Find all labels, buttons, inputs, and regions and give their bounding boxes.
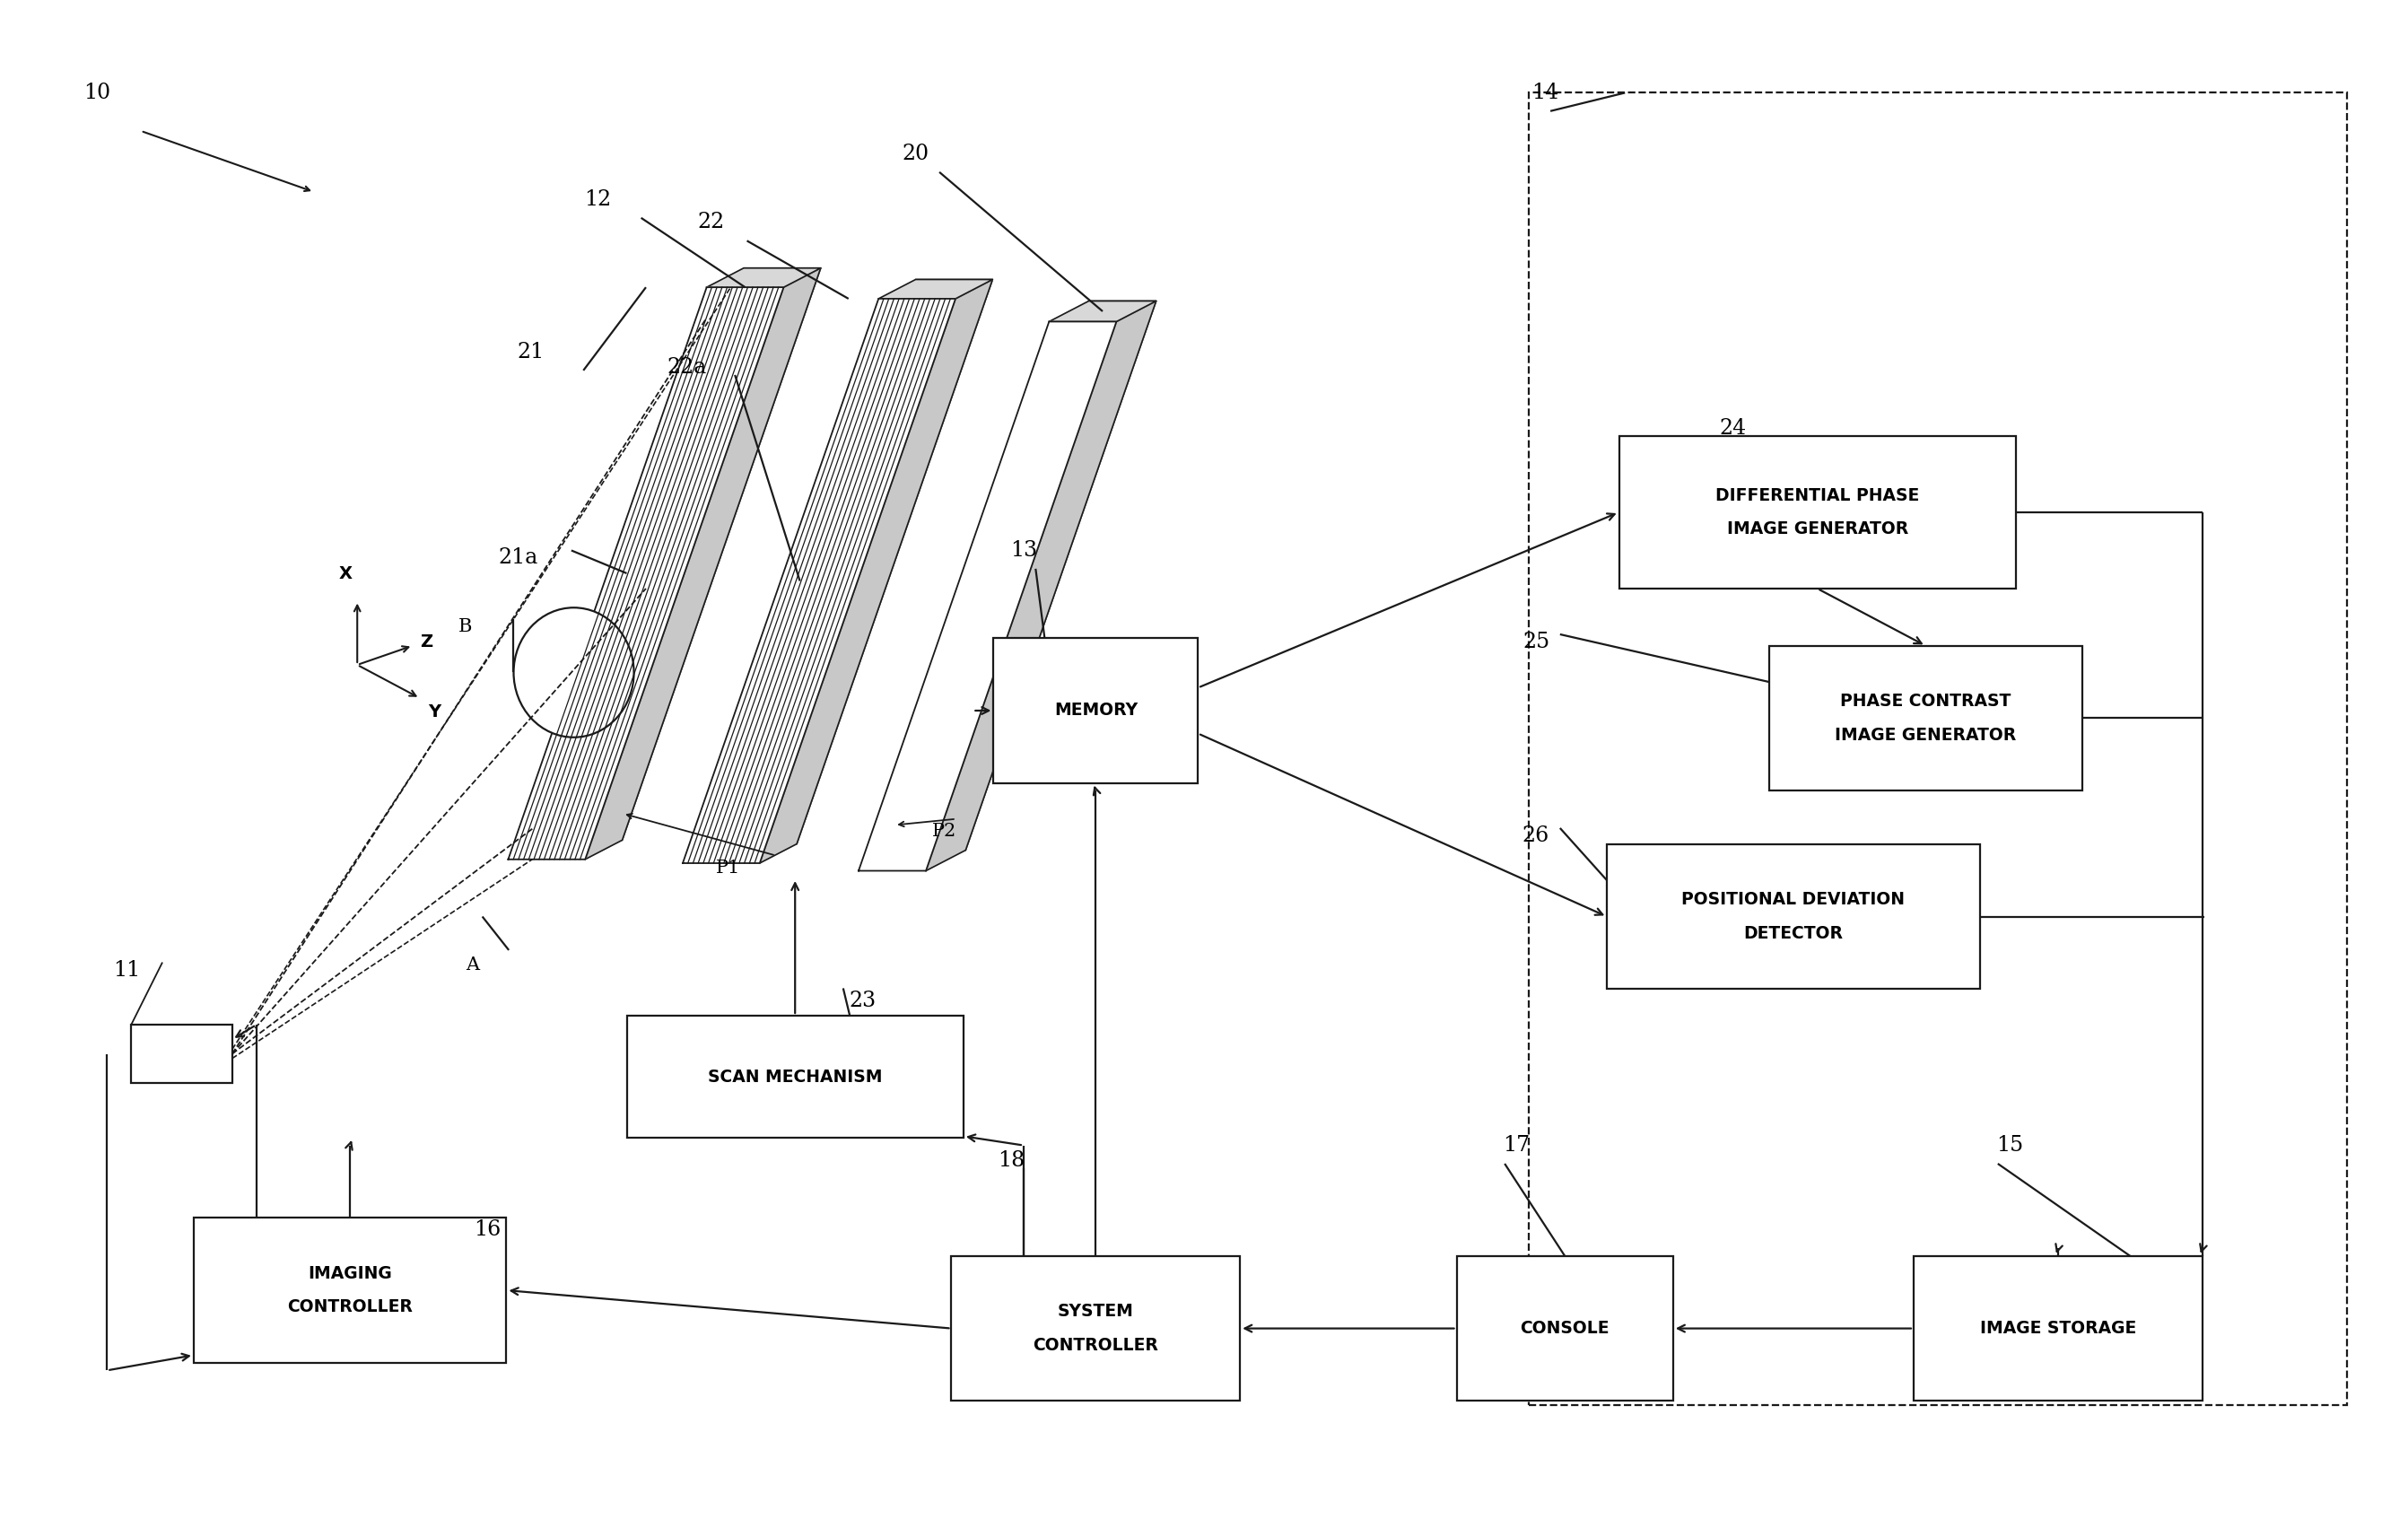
Text: X: X — [340, 565, 352, 582]
Polygon shape — [684, 298, 956, 863]
Polygon shape — [860, 321, 1117, 871]
Text: DIFFERENTIAL PHASE: DIFFERENTIAL PHASE — [1714, 487, 1919, 504]
Bar — [1529, 93, 2348, 1404]
Text: 20: 20 — [903, 144, 929, 163]
Text: IMAGE GENERATOR: IMAGE GENERATOR — [1727, 521, 1907, 538]
Bar — [1770, 646, 2083, 790]
Text: 22a: 22a — [667, 358, 706, 377]
Bar — [1606, 843, 1979, 989]
Text: 24: 24 — [1719, 419, 1746, 439]
Text: 11: 11 — [113, 960, 140, 981]
Polygon shape — [898, 301, 1156, 850]
Text: CONSOLE: CONSOLE — [1519, 1320, 1609, 1337]
Text: IMAGE GENERATOR: IMAGE GENERATOR — [1835, 726, 2015, 744]
Polygon shape — [879, 280, 992, 298]
Text: POSITIONAL DEVIATION: POSITIONAL DEVIATION — [1681, 891, 1905, 908]
Text: DETECTOR: DETECTOR — [1743, 924, 1842, 941]
Text: P1: P1 — [715, 859, 739, 876]
Ellipse shape — [513, 608, 633, 738]
Text: 13: 13 — [1009, 539, 1038, 561]
Bar — [995, 639, 1199, 782]
Text: Y: Y — [429, 703, 441, 720]
Text: 10: 10 — [84, 83, 111, 102]
Text: 26: 26 — [1522, 825, 1548, 847]
Polygon shape — [706, 267, 821, 287]
Text: SYSTEM: SYSTEM — [1057, 1303, 1134, 1320]
Text: CONTROLLER: CONTROLLER — [1033, 1337, 1158, 1354]
Bar — [1618, 435, 2015, 588]
Text: 12: 12 — [585, 189, 612, 209]
Text: 14: 14 — [1531, 83, 1558, 102]
Text: 23: 23 — [850, 990, 877, 1010]
Bar — [193, 1218, 506, 1363]
Text: 21: 21 — [518, 342, 544, 362]
Text: CONTROLLER: CONTROLLER — [287, 1299, 412, 1316]
Text: 18: 18 — [997, 1151, 1026, 1170]
Polygon shape — [927, 301, 1156, 871]
Text: MEMORY: MEMORY — [1055, 701, 1137, 720]
Polygon shape — [759, 280, 992, 863]
Text: 17: 17 — [1503, 1135, 1529, 1155]
Polygon shape — [585, 267, 821, 859]
Text: 16: 16 — [474, 1219, 501, 1239]
Bar — [626, 1016, 963, 1138]
Polygon shape — [1050, 301, 1156, 321]
Text: A: A — [465, 957, 479, 973]
Text: 22: 22 — [698, 212, 725, 232]
Text: 21a: 21a — [498, 547, 539, 568]
Text: IMAGING: IMAGING — [308, 1265, 393, 1282]
Bar — [951, 1256, 1240, 1401]
Text: 25: 25 — [1522, 631, 1548, 652]
Bar — [130, 1025, 231, 1083]
Polygon shape — [544, 267, 821, 840]
Text: P2: P2 — [932, 822, 956, 840]
Text: PHASE CONTRAST: PHASE CONTRAST — [1840, 692, 2011, 711]
Text: B: B — [458, 619, 472, 636]
Bar — [1914, 1256, 2203, 1401]
Text: Z: Z — [419, 634, 433, 651]
Text: 15: 15 — [1996, 1135, 2023, 1155]
Polygon shape — [720, 280, 992, 843]
Text: IMAGE STORAGE: IMAGE STORAGE — [1979, 1320, 2136, 1337]
Bar — [1457, 1256, 1674, 1401]
Polygon shape — [508, 287, 783, 859]
Text: SCAN MECHANISM: SCAN MECHANISM — [708, 1068, 881, 1085]
